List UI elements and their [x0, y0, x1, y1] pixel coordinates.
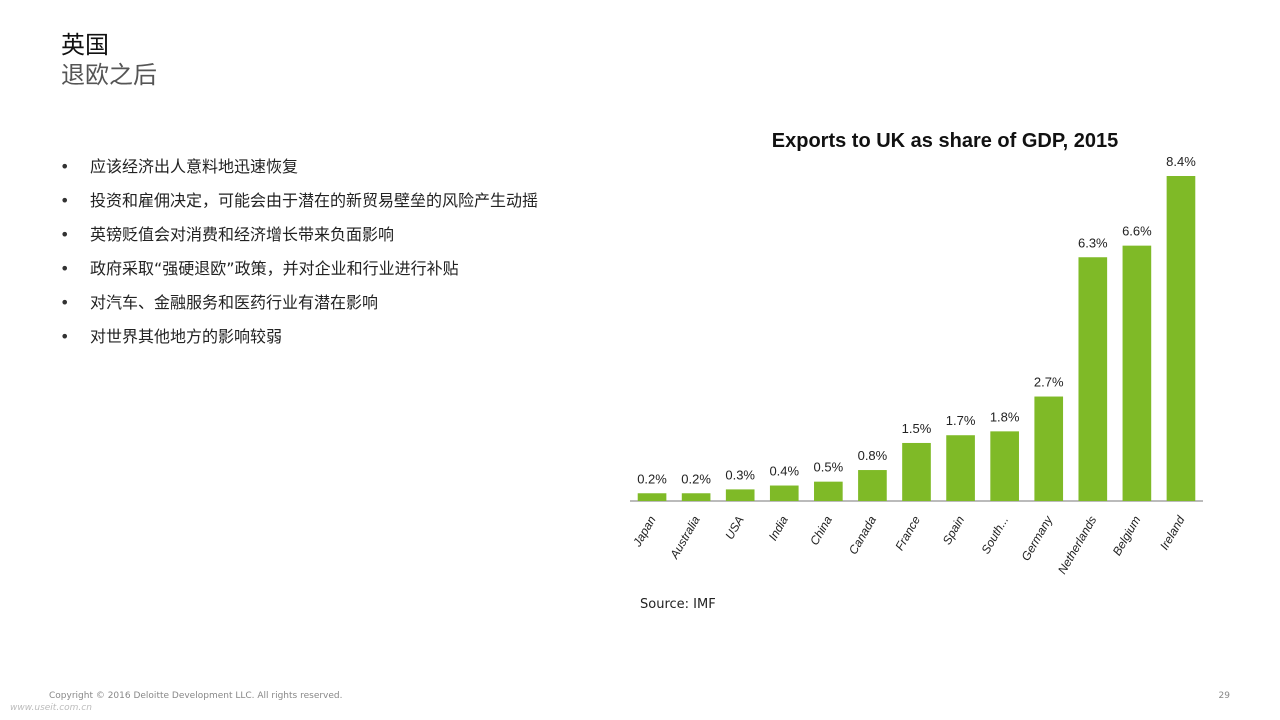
bar-india [769, 485, 799, 501]
bar-canada [858, 470, 887, 501]
data-label: 2.7% [1034, 375, 1064, 390]
page-title: 英国 [61, 31, 109, 59]
bar-netherlands [1078, 257, 1108, 501]
bullet-item: 对汽车、金融服务和医药行业有潜在影响 [60, 292, 600, 314]
data-label: 1.8% [990, 409, 1020, 424]
bar-belgium [1122, 245, 1152, 501]
data-label: 0.2% [681, 471, 711, 486]
x-tick-label: Belgium [1110, 514, 1144, 559]
x-tick-label: South... [978, 514, 1011, 557]
data-label: 6.3% [1078, 235, 1108, 250]
data-label: 0.2% [637, 471, 667, 486]
bar-ireland [1166, 176, 1196, 501]
bar-japan [637, 493, 667, 501]
x-tick-label: Netherlands [1055, 514, 1099, 577]
x-tick-label: Japan [630, 513, 659, 549]
bullet-item: 政府采取“强硬退欧”政策，并对企业和行业进行补贴 [60, 258, 600, 280]
data-label: 0.5% [814, 460, 844, 475]
bullet-item: 英镑贬值会对消费和经济增长带来负面影响 [60, 224, 600, 246]
x-tick-label: Germany [1019, 513, 1056, 564]
bar-france [902, 442, 931, 501]
bar-germany [1034, 396, 1064, 501]
copyright-footer: Copyright © 2016 Deloitte Development LL… [49, 691, 343, 701]
data-label: 6.6% [1122, 224, 1152, 239]
x-tick-label: Spain [940, 513, 968, 547]
chart-container: Exports to UK as share of GDP, 2015 0.2%… [620, 120, 1220, 590]
data-label: 1.5% [902, 421, 932, 436]
page-subtitle: 退欧之后 [61, 61, 157, 89]
x-tick-label: Canada [846, 513, 879, 557]
x-tick-label: India [766, 513, 791, 543]
x-tick-label: France [892, 513, 923, 553]
page-number: 29 [1218, 691, 1230, 701]
data-label: 8.4% [1166, 154, 1196, 169]
data-label: 0.4% [769, 464, 799, 479]
bar-australia [681, 493, 711, 501]
bullet-list: 应该经济出人意料地迅速恢复 投资和雇佣决定，可能会由于潜在的新贸易壁垒的风险产生… [60, 156, 600, 360]
bullet-item: 应该经济出人意料地迅速恢复 [60, 156, 600, 178]
bullet-item: 投资和雇佣决定，可能会由于潜在的新贸易壁垒的风险产生动摇 [60, 190, 600, 212]
bar-china [814, 481, 843, 501]
bar-usa [725, 489, 755, 501]
bullet-item: 对世界其他地方的影响较弱 [60, 326, 600, 348]
data-label: 1.7% [946, 413, 976, 428]
data-label: 0.3% [725, 467, 755, 482]
source-note: Source: IMF [640, 597, 716, 612]
bar-chart: 0.2% Japan 0.2% Australia 0.3% USA 0.4% India 0.… [630, 154, 1203, 577]
x-tick-label: USA [722, 514, 746, 542]
chart-title: Exports to UK as share of GDP, 2015 [771, 130, 1119, 152]
bar-south [990, 431, 1019, 501]
data-label: 0.8% [858, 448, 888, 463]
watermark: www.useit.com.cn [10, 703, 92, 713]
x-tick-label: Ireland [1157, 513, 1188, 552]
title-block: 英国 退欧之后 [61, 30, 157, 90]
x-tick-label: China [807, 513, 835, 547]
x-tick-label: Australia [667, 513, 703, 562]
bar-spain [946, 435, 975, 501]
